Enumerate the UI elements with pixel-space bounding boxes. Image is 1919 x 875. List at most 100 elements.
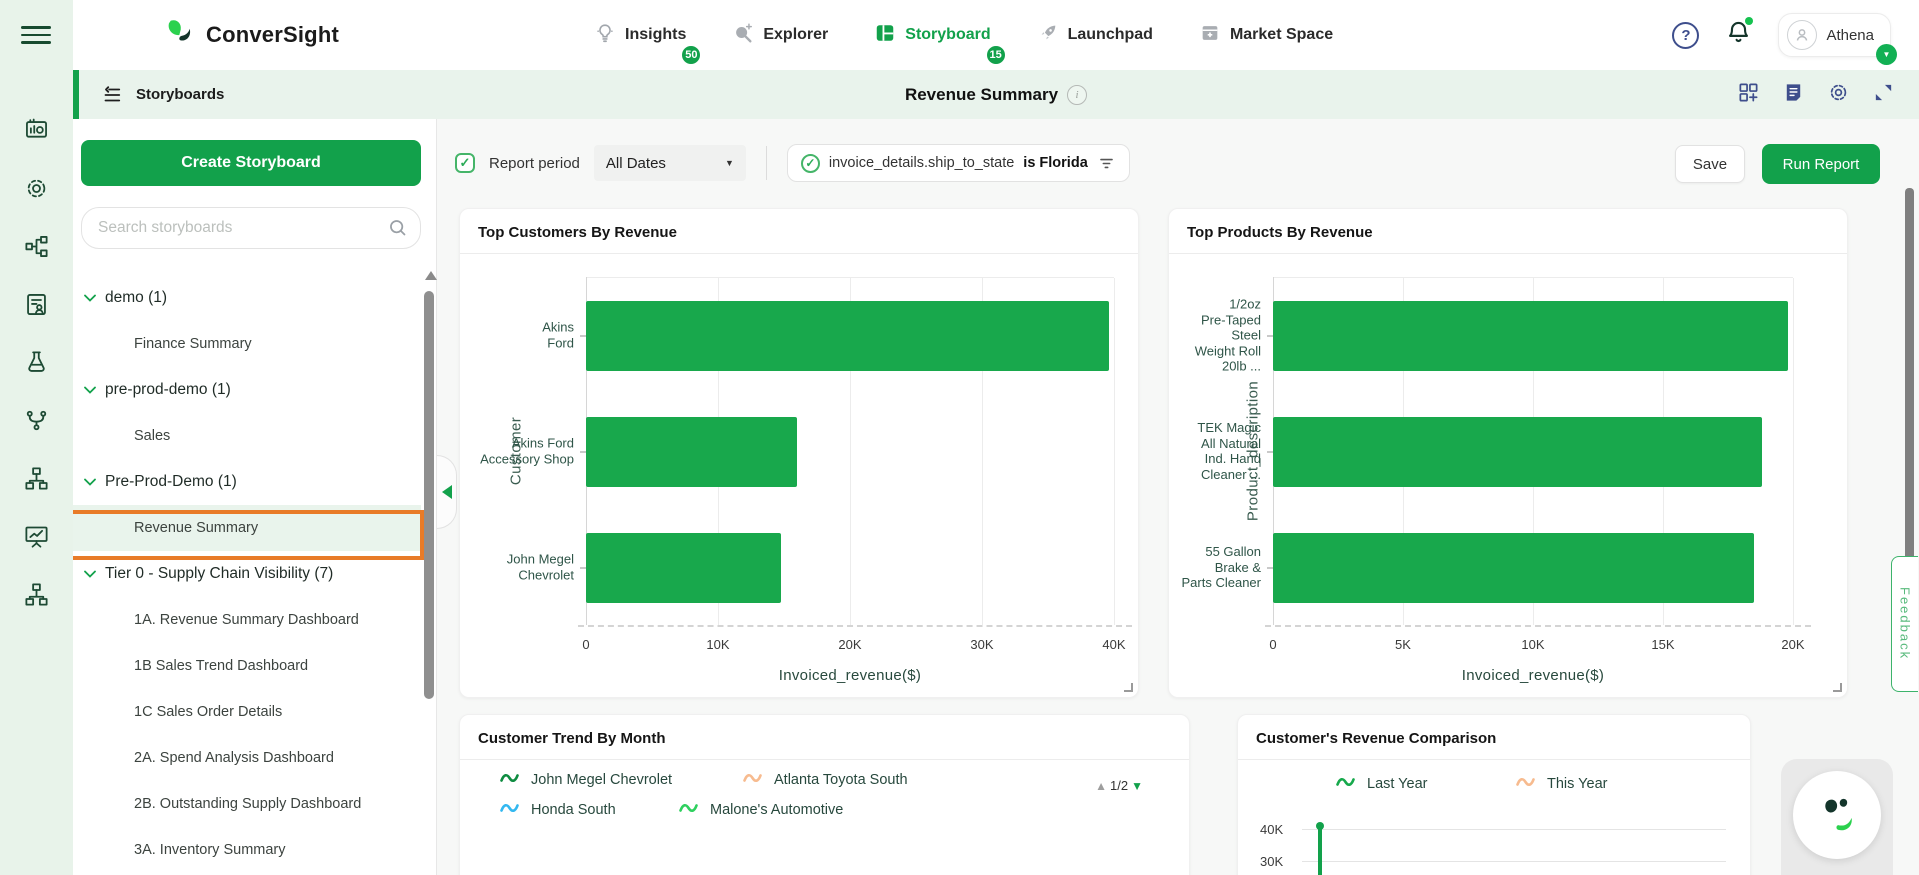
date-range-select[interactable]: All Dates ▼ [593,145,746,181]
tree-scrollbar[interactable] [424,291,434,699]
presentation-chart-icon[interactable] [23,523,50,555]
launchpad-rocket-icon [1037,22,1059,49]
tree-item-1b-sales-trend-dashboard[interactable]: 1B Sales Trend Dashboard [73,643,421,689]
nav-item-market-space[interactable]: Market Space [1199,22,1333,49]
menu-hamburger-icon[interactable] [21,22,51,48]
point-last-year[interactable] [1316,822,1324,830]
y-tick-label: 30K [1260,854,1284,869]
bar-john-megel-chevrolet[interactable] [586,533,782,603]
tree-group-pre-prod-demo-1[interactable]: pre-prod-demo (1) [73,367,421,413]
lab-flask-icon[interactable] [23,349,50,381]
brand-logo[interactable]: ConverSight [160,17,339,53]
run-report-button[interactable]: Run Report [1762,144,1880,184]
data-agent-icon[interactable] [23,117,50,149]
legend-item-atlanta-toyota-south[interactable]: Atlanta Toyota South [743,772,908,788]
nav-item-insights[interactable]: Insights 50 [594,22,703,66]
help-icon[interactable]: ? [1672,21,1700,49]
info-icon[interactable]: i [1067,84,1088,105]
org-chart-icon[interactable] [23,581,50,613]
tree-item-1a-revenue-summary-dashboard[interactable]: 1A. Revenue Summary Dashboard [73,597,421,643]
save-button[interactable]: Save [1675,145,1745,183]
tree-item-3a-inventory-summary[interactable]: 3A. Inventory Summary [73,827,421,873]
bar-55-gallon-brake-parts-cleaner[interactable] [1273,533,1754,603]
bar-tek-magic-all-natural-ind-hand-cleaner[interactable] [1273,417,1762,487]
gridline [1114,278,1115,625]
branch-icon[interactable] [23,407,50,439]
market-space-box-icon [1199,22,1221,49]
tree-label: Finance Summary [134,336,252,352]
nav-item-explorer[interactable]: Explorer [732,22,828,49]
legend-item-malone-s-automotive[interactable]: Malone's Automotive [679,802,843,818]
chart-card-customer-trend: Customer Trend By Month ▲ 1/2 ▼ 300K Inv… [459,714,1190,875]
panel-collapse-handle[interactable] [437,455,457,529]
add-widget-icon[interactable] [1737,81,1760,109]
legend-item-this-year[interactable]: This Year [1516,776,1607,792]
bar-akins-ford-accessory-shop[interactable] [586,417,798,487]
sitemap-icon[interactable] [23,465,50,497]
tree-item-2b-outstanding-supply-dashboard[interactable]: 2B. Outstanding Supply Dashboard [73,781,421,827]
x-tick-label: 0 [582,637,590,652]
tree-item-revenue-summary[interactable]: Revenue Summary [73,505,421,551]
tree-group-tier-0-supply-chain-visibility-7[interactable]: Tier 0 - Supply Chain Visibility (7) [73,551,421,597]
report-person-icon[interactable] [23,291,50,323]
settings-gear-icon[interactable] [1827,81,1850,109]
conversight-logo-icon [1825,798,1852,831]
legend-label: John Megel Chevrolet [531,772,673,788]
funnel-icon [1099,158,1113,168]
bar-row [1273,510,1793,626]
search-input[interactable] [81,207,421,249]
page-up-icon[interactable]: ▲ [1095,778,1108,793]
notifications-bell-icon[interactable] [1725,17,1754,51]
chart-title: Top Products By Revenue [1169,209,1847,254]
legend-item-honda-south[interactable]: Honda South [500,802,616,818]
search-icon[interactable] [387,217,408,238]
category-tick [1267,451,1273,453]
category-label: Akins Ford Accessory Shop [480,435,574,467]
tree-item-sales[interactable]: Sales [73,413,421,459]
legend-item-last-year[interactable]: Last Year [1336,776,1427,792]
main-scrollbar[interactable] [1905,188,1914,560]
insights-bulb-icon [594,22,616,49]
feedback-tab[interactable]: Feedback [1891,556,1918,692]
bar-1-2oz-pre-taped-steel-weight-roll-20lb[interactable] [1273,301,1788,371]
create-storyboard-button[interactable]: Create Storyboard [81,140,421,186]
bar-row [1273,394,1793,510]
tree-label: Sales [134,428,171,444]
nav-item-launchpad[interactable]: Launchpad [1037,22,1153,49]
tree-item-finance-summary[interactable]: Finance Summary [73,321,421,367]
bar-akins-ford[interactable] [586,301,1109,371]
filter-chip-checkbox[interactable]: ✓ [800,153,820,173]
tree-group-demo-1[interactable]: demo (1) [73,275,421,321]
gridline [1302,861,1726,862]
x-axis-label: Invoiced_revenue($) [1461,667,1605,684]
nav-label: Launchpad [1067,26,1153,43]
collapse-panel-icon[interactable] [100,84,122,106]
tree-label: 2A. Spend Analysis Dashboard [134,750,334,766]
bar-last-year[interactable] [1318,826,1322,875]
tree-group-pre-prod-demo-1[interactable]: Pre-Prod-Demo (1) [73,459,421,505]
nav-item-storyboard[interactable]: Storyboard 15 [874,22,1007,66]
storyboard-grid-icon [874,22,896,49]
nav-badge: 50 [680,43,703,66]
x-tick-label: 0 [1269,637,1277,652]
filter-chip[interactable]: ✓ invoice_details.ship_to_state is Flori… [786,144,1130,182]
resize-handle[interactable] [1833,683,1842,692]
conversight-logo-icon [168,20,191,41]
resize-handle[interactable] [1124,683,1133,692]
workflow-icon[interactable] [23,233,50,265]
page-down-icon[interactable]: ▼ [1131,778,1143,793]
tree-item-1c-sales-order-details[interactable]: 1C Sales Order Details [73,689,421,735]
y-tick-label: 40K [1260,822,1284,837]
chatbot-launcher[interactable] [1781,759,1893,875]
report-period-checkbox[interactable]: ✓ [455,153,475,173]
legend-item-john-megel-chevrolet[interactable]: John Megel Chevrolet [500,772,672,788]
notes-icon[interactable] [1782,81,1805,109]
expand-icon[interactable] [1872,81,1895,109]
chart-card-revenue-comparison: Customer's Revenue Comparison 40K 30K La… [1237,714,1751,875]
x-tick-label: 20K [1781,637,1805,652]
settings-gear-icon[interactable] [23,175,50,207]
tree-scroll-up-icon[interactable] [425,271,437,280]
tree-item-2a-spend-analysis-dashboard[interactable]: 2A. Spend Analysis Dashboard [73,735,421,781]
tree-label: 2B. Outstanding Supply Dashboard [134,796,362,812]
user-menu[interactable]: Athena ▼ [1778,13,1897,65]
